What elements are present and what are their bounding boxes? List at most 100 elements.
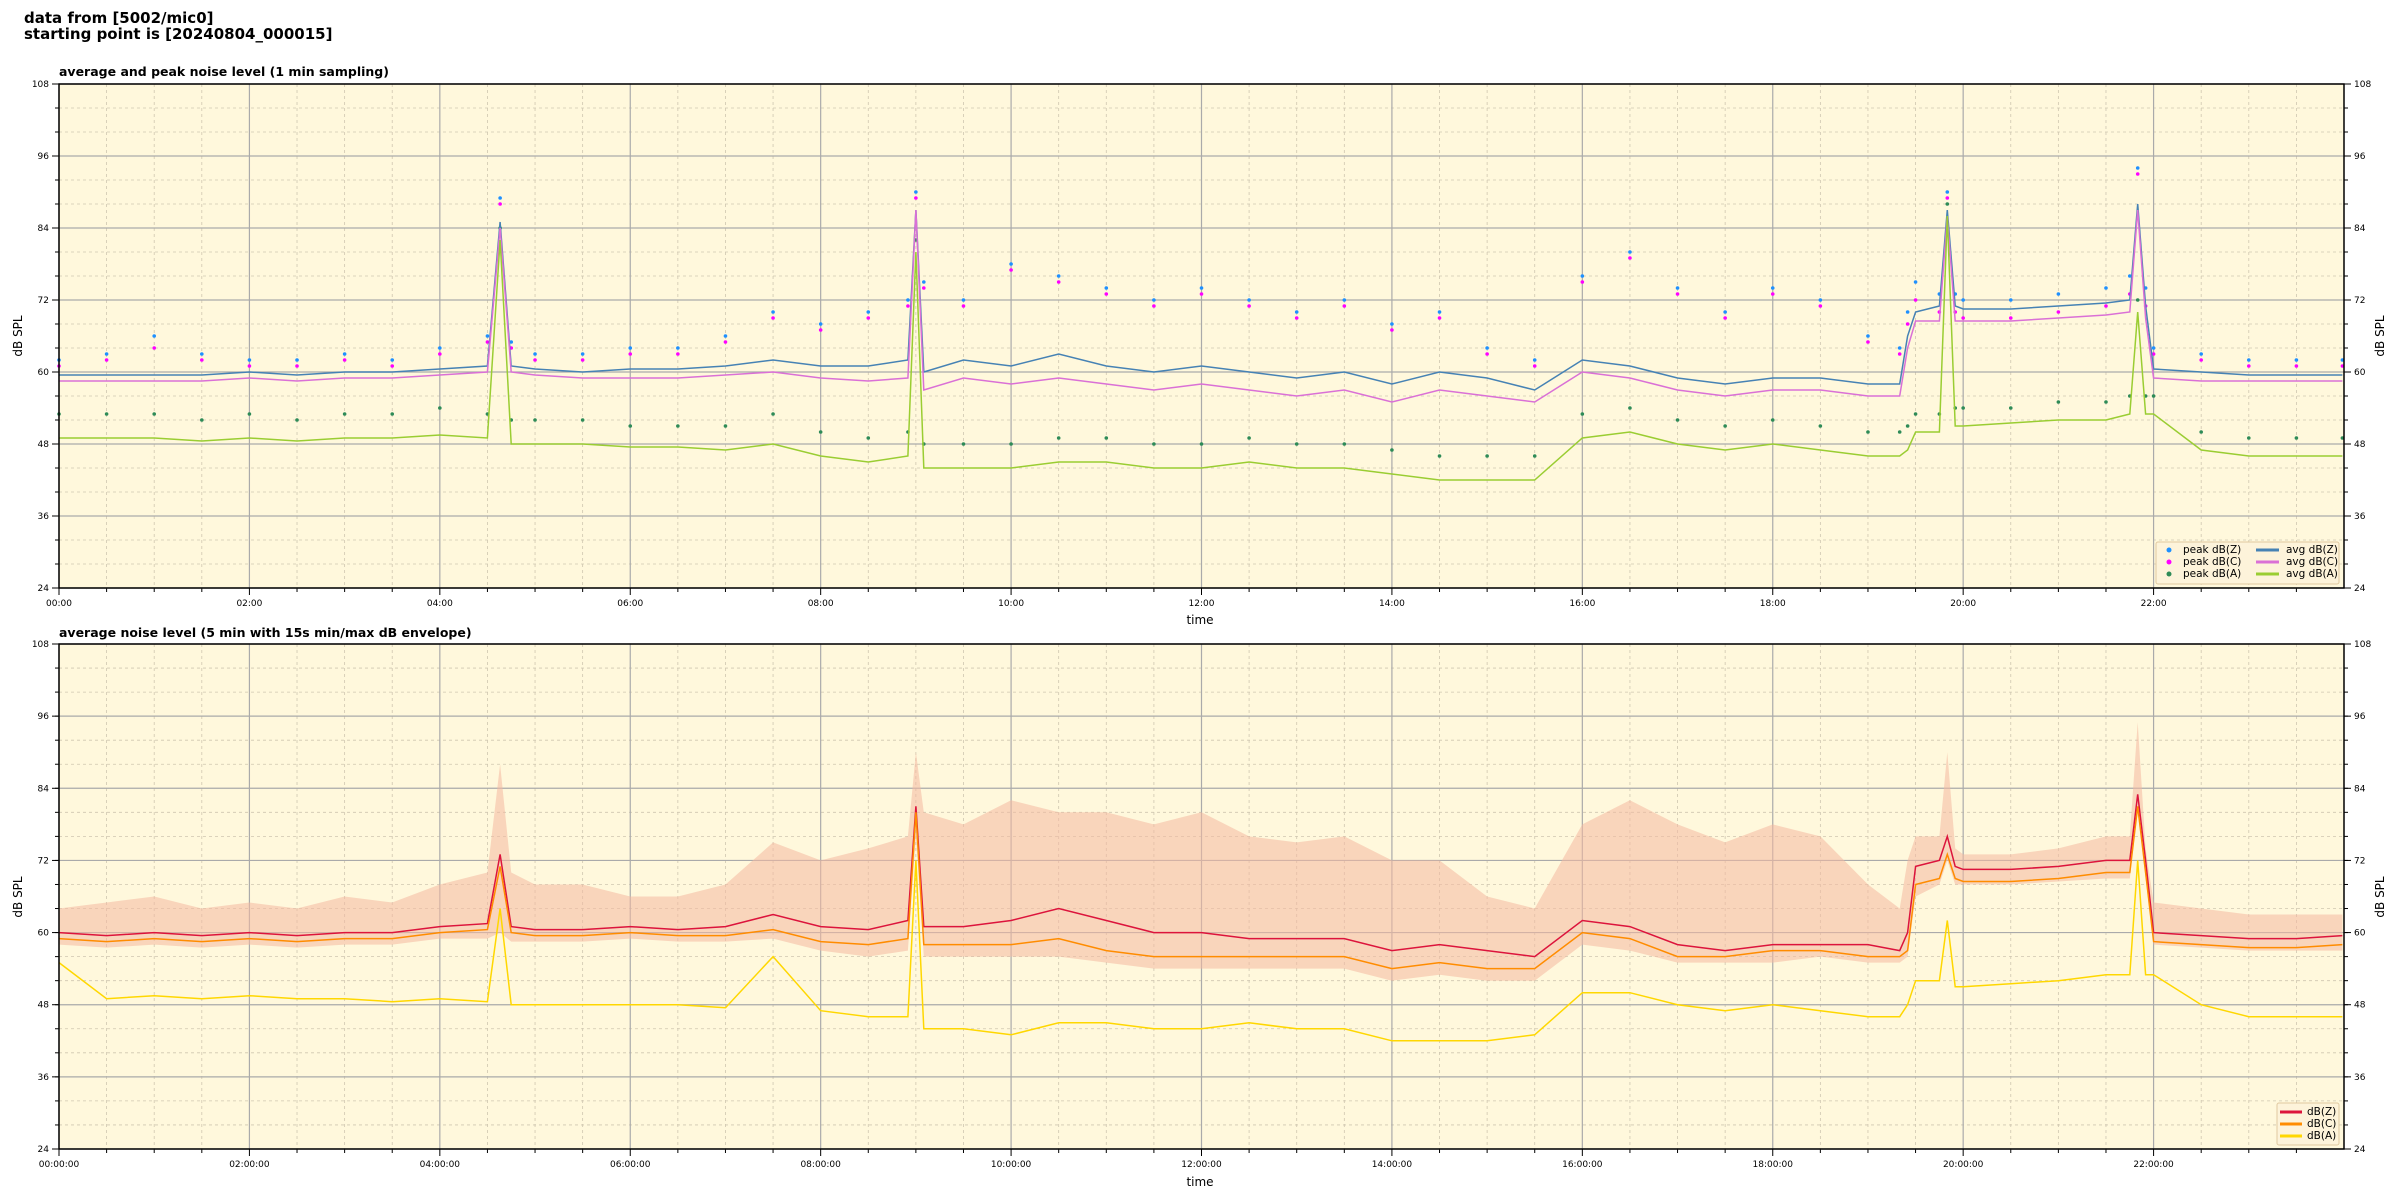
- series-line: [59, 215, 2343, 481]
- peak-point: [2246, 358, 2251, 362]
- peak-point: [1913, 412, 1918, 416]
- chart1-xlabel: time: [1186, 613, 1213, 627]
- x-tick-label: 14:00:00: [1372, 1160, 1413, 1170]
- peak-point: [2246, 364, 2251, 368]
- x-tick-label: 20:00:00: [1943, 1160, 1984, 1170]
- chart2-ylabel-right: dB SPL: [2373, 876, 2387, 918]
- peak-point: [104, 352, 109, 356]
- x-tick-label: 02:00:00: [229, 1160, 270, 1170]
- peak-point: [1485, 454, 1489, 458]
- y-tick-label-right: 24: [2354, 1145, 2366, 1155]
- y-tick-label-left: 36: [38, 512, 50, 522]
- peak-point: [1104, 436, 1109, 440]
- y-tick-label-right: 72: [2354, 856, 2365, 866]
- peak-point: [1675, 418, 1680, 422]
- peak-point: [1342, 298, 1347, 302]
- peak-point: [438, 346, 442, 350]
- y-tick-label-right: 36: [2354, 512, 2366, 522]
- y-tick-label-left: 108: [32, 640, 49, 650]
- peak-point: [2008, 316, 2013, 320]
- peak-point: [1818, 424, 1823, 428]
- x-tick-label: 00:00:00: [39, 1160, 80, 1170]
- peak-point: [580, 418, 585, 422]
- peak-point: [961, 298, 966, 302]
- series-db-c-: [58, 806, 2343, 970]
- peak-point: [1905, 322, 1910, 326]
- peak-point: [1009, 268, 1013, 272]
- peak-point: [1913, 280, 1918, 284]
- peak-point: [342, 358, 347, 362]
- peak-point: [1723, 316, 1727, 320]
- legend-label: avg dB(C): [2286, 556, 2338, 568]
- peak-point: [1056, 274, 1061, 278]
- peak-point: [247, 364, 252, 368]
- legend-box: [2155, 541, 2340, 585]
- peak-point: [2135, 172, 2140, 176]
- min-max-envelope: [59, 722, 2343, 981]
- peak-point: [906, 298, 910, 302]
- peak-point: [1913, 298, 1918, 302]
- peak-point: [2056, 310, 2061, 314]
- peak-point: [1628, 256, 1632, 260]
- peak-point: [628, 352, 633, 356]
- legend-marker: [2166, 547, 2172, 553]
- peak-point: [1485, 346, 1489, 350]
- peak-point: [866, 316, 871, 320]
- peak-point: [1294, 316, 1299, 320]
- peak-point: [1961, 298, 1965, 302]
- series-db-a-: [58, 860, 2343, 1042]
- peak-point: [1628, 250, 1632, 254]
- peak-point: [2294, 364, 2299, 368]
- series-avg-db-a-: [59, 215, 2343, 481]
- y-tick-label-right: 48: [2354, 1001, 2366, 1011]
- y-tick-label-left: 96: [38, 712, 50, 722]
- peak-point: [1675, 292, 1680, 296]
- peak-point: [1199, 292, 1204, 296]
- peak-point: [1532, 364, 1537, 368]
- x-tick-label: 16:00:00: [1562, 1160, 1603, 1170]
- peak-point: [2135, 166, 2140, 170]
- peak-point: [1437, 310, 1442, 314]
- peak-point: [771, 310, 775, 314]
- peak-point: [922, 286, 926, 290]
- y-tick-label-right: 96: [2354, 152, 2366, 162]
- peak-point: [2151, 394, 2156, 398]
- y-tick-label-left: 60: [38, 368, 50, 378]
- x-tick-label: 10:00:00: [991, 1160, 1032, 1170]
- peak-point: [1104, 286, 1109, 290]
- x-tick-label: 02:00: [236, 599, 262, 609]
- peak-point: [1152, 304, 1156, 308]
- series-line: [59, 209, 2343, 403]
- chart2-title: average noise level (5 min with 15s min/…: [59, 625, 472, 640]
- peak-point: [200, 358, 204, 362]
- peak-point: [2135, 298, 2140, 302]
- peak-point: [866, 436, 871, 440]
- legend-marker: [2166, 559, 2172, 565]
- peak-point: [676, 424, 680, 428]
- peak-point: [1628, 406, 1632, 410]
- y-tick-label-left: 36: [38, 1073, 50, 1083]
- y-tick-label-right: 60: [2354, 929, 2366, 939]
- peak-point: [1056, 436, 1061, 440]
- peak-point: [390, 358, 395, 362]
- peak-point: [390, 364, 395, 368]
- legend-label: dB(C): [2307, 1118, 2336, 1130]
- y-tick-label-left: 72: [38, 296, 49, 306]
- x-tick-label: 14:00: [1379, 599, 1405, 609]
- peak-point: [676, 346, 680, 350]
- peak-point: [200, 418, 204, 422]
- peak-point: [818, 322, 823, 326]
- y-tick-label-left: 84: [38, 784, 50, 794]
- y-tick-label-left: 96: [38, 152, 50, 162]
- peak-point: [1897, 430, 1902, 434]
- peak-point: [2199, 358, 2203, 362]
- y-tick-label-right: 84: [2354, 784, 2366, 794]
- chart1-title: average and peak noise level (1 min samp…: [59, 64, 389, 79]
- peak-point: [533, 352, 537, 356]
- peak-point: [247, 358, 252, 362]
- y-tick-label-right: 72: [2354, 296, 2365, 306]
- peak-point: [485, 340, 490, 344]
- peak-point: [1770, 292, 1775, 296]
- x-tick-label: 12:00: [1189, 599, 1215, 609]
- series-peak-db-z-: [57, 166, 2345, 362]
